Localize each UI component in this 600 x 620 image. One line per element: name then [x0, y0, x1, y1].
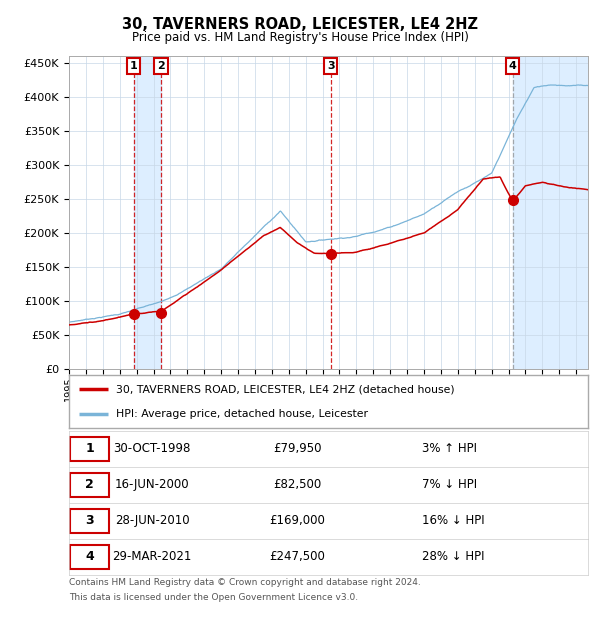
Text: £247,500: £247,500 — [269, 551, 325, 563]
Text: 1: 1 — [85, 443, 94, 455]
Text: £82,500: £82,500 — [273, 479, 322, 491]
Text: 1: 1 — [130, 61, 137, 71]
Text: 3% ↑ HPI: 3% ↑ HPI — [422, 443, 477, 455]
Text: This data is licensed under the Open Government Licence v3.0.: This data is licensed under the Open Gov… — [69, 593, 358, 603]
Text: HPI: Average price, detached house, Leicester: HPI: Average price, detached house, Leic… — [116, 409, 368, 419]
Bar — [134, 56, 161, 369]
Text: 16-JUN-2000: 16-JUN-2000 — [115, 479, 190, 491]
Text: 28-JUN-2010: 28-JUN-2010 — [115, 515, 190, 527]
Bar — [512, 56, 588, 369]
Text: 3: 3 — [85, 515, 94, 527]
Text: Price paid vs. HM Land Registry's House Price Index (HPI): Price paid vs. HM Land Registry's House … — [131, 31, 469, 44]
Text: 2: 2 — [85, 479, 94, 491]
Text: 4: 4 — [85, 551, 94, 563]
Text: 7% ↓ HPI: 7% ↓ HPI — [422, 479, 477, 491]
FancyBboxPatch shape — [70, 473, 109, 497]
FancyBboxPatch shape — [70, 437, 109, 461]
FancyBboxPatch shape — [70, 509, 109, 533]
Text: Contains HM Land Registry data © Crown copyright and database right 2024.: Contains HM Land Registry data © Crown c… — [69, 578, 421, 587]
Text: 16% ↓ HPI: 16% ↓ HPI — [422, 515, 485, 527]
Text: 28% ↓ HPI: 28% ↓ HPI — [422, 551, 484, 563]
Text: 30-OCT-1998: 30-OCT-1998 — [113, 443, 191, 455]
Text: £79,950: £79,950 — [273, 443, 322, 455]
Text: £169,000: £169,000 — [269, 515, 325, 527]
Text: 29-MAR-2021: 29-MAR-2021 — [112, 551, 192, 563]
FancyBboxPatch shape — [70, 545, 109, 569]
Text: 2: 2 — [157, 61, 165, 71]
Text: 30, TAVERNERS ROAD, LEICESTER, LE4 2HZ: 30, TAVERNERS ROAD, LEICESTER, LE4 2HZ — [122, 17, 478, 32]
Text: 4: 4 — [509, 61, 517, 71]
Text: 30, TAVERNERS ROAD, LEICESTER, LE4 2HZ (detached house): 30, TAVERNERS ROAD, LEICESTER, LE4 2HZ (… — [116, 384, 454, 394]
Text: 3: 3 — [327, 61, 335, 71]
